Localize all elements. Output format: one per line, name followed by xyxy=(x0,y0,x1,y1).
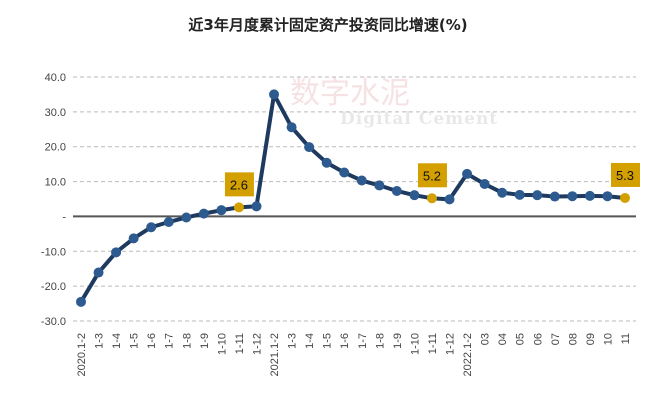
x-tick-label: 2022.1-2 xyxy=(462,333,474,376)
x-tick-label: 1-12 xyxy=(445,333,457,355)
data-point xyxy=(198,208,209,219)
y-tick-label: 40.0 xyxy=(45,72,66,84)
data-point xyxy=(602,191,613,202)
data-point xyxy=(514,189,525,200)
data-point xyxy=(128,233,139,244)
y-tick-label: -20.0 xyxy=(41,281,66,293)
x-tick-label: 1-9 xyxy=(199,333,211,349)
x-tick-label: 1-12 xyxy=(251,333,263,355)
x-tick-label: 05 xyxy=(515,333,527,345)
x-tick-label: 1-5 xyxy=(129,333,141,349)
data-point xyxy=(181,212,192,223)
data-label: 5.2 xyxy=(423,168,441,183)
data-label: 5.3 xyxy=(616,168,634,183)
watermark-en: Digital Cement xyxy=(340,109,499,129)
x-tick-label: 1-3 xyxy=(287,333,299,349)
x-tick-label: 1-11 xyxy=(234,333,246,354)
data-point xyxy=(76,296,86,307)
x-tick-label: 2021.1-2 xyxy=(269,333,281,376)
data-point xyxy=(251,201,262,212)
data-point xyxy=(462,168,473,179)
y-tick-label: -30.0 xyxy=(41,316,66,328)
data-point xyxy=(146,222,157,233)
y-tick-label: 10.0 xyxy=(45,177,66,189)
x-tick-label: 1-6 xyxy=(146,333,158,349)
data-point xyxy=(93,267,104,278)
data-point xyxy=(497,187,508,198)
data-point xyxy=(356,175,367,186)
data-label-box xyxy=(611,162,640,187)
x-tick-label: 1-8 xyxy=(181,333,193,349)
x-tick-label: 1-4 xyxy=(304,333,316,349)
x-tick-label: 11 xyxy=(620,333,632,344)
data-point xyxy=(532,190,543,201)
x-tick-label: 1-3 xyxy=(94,333,106,349)
data-point xyxy=(620,192,630,203)
data-point xyxy=(391,185,402,196)
data-point xyxy=(216,205,227,216)
data-point xyxy=(426,193,437,204)
y-tick-label: 20.0 xyxy=(45,142,66,154)
data-point xyxy=(584,190,595,201)
x-tick-label: 1-11 xyxy=(427,333,439,354)
x-tick-label: 1-7 xyxy=(357,333,369,349)
x-tick-label: 07 xyxy=(550,333,562,345)
x-tick-label: 10 xyxy=(602,333,614,345)
x-tick-label: 2020.1-2 xyxy=(76,333,88,376)
series-line xyxy=(79,92,626,303)
x-tick-label: 09 xyxy=(585,333,597,345)
x-tick-label: 1-10 xyxy=(409,333,421,355)
data-point xyxy=(549,191,560,202)
data-point xyxy=(304,142,315,153)
x-tick-label: 08 xyxy=(567,333,579,345)
data-point xyxy=(111,247,122,258)
data-point xyxy=(233,202,244,213)
data-point xyxy=(286,122,297,133)
x-tick-label: 1-5 xyxy=(322,333,334,349)
data-point xyxy=(479,179,490,190)
y-tick-label: - xyxy=(62,211,66,223)
data-point xyxy=(567,191,578,202)
data-label-box xyxy=(417,163,447,188)
data-point xyxy=(269,89,280,100)
x-tick-label: 04 xyxy=(497,333,509,345)
x-tick-label: 03 xyxy=(480,333,492,345)
y-tick-label: -10.0 xyxy=(41,246,66,258)
data-point xyxy=(163,217,174,228)
x-tick-label: 1-8 xyxy=(374,333,386,349)
chart-title: 近3年月度累计固定资产投资同比增速(%) xyxy=(188,16,468,34)
data-point xyxy=(374,180,385,191)
data-label: 2.6 xyxy=(230,177,248,192)
x-tick-label: 06 xyxy=(532,333,544,345)
data-point xyxy=(409,190,420,201)
watermark-cn: 数字水泥 xyxy=(290,76,410,111)
x-tick-label: 1-10 xyxy=(216,333,228,355)
x-tick-label: 1-6 xyxy=(339,333,351,349)
data-label-box xyxy=(224,172,254,197)
data-point xyxy=(444,194,455,205)
data-point xyxy=(321,157,332,168)
x-tick-label: 1-9 xyxy=(392,333,404,349)
data-point xyxy=(339,167,350,178)
x-tick-label: 1-7 xyxy=(164,333,176,349)
y-tick-label: 30.0 xyxy=(45,107,66,119)
x-tick-label: 1-4 xyxy=(111,333,123,349)
